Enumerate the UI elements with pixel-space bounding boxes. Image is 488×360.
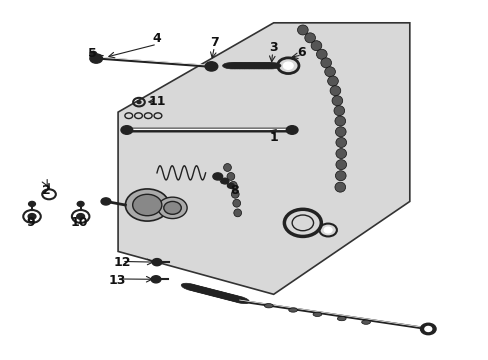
Text: 1: 1 — [269, 131, 278, 144]
Ellipse shape — [233, 209, 241, 217]
Ellipse shape — [223, 163, 231, 171]
Ellipse shape — [192, 286, 211, 294]
Ellipse shape — [186, 285, 206, 292]
Ellipse shape — [224, 294, 244, 302]
Ellipse shape — [231, 190, 239, 198]
Circle shape — [212, 173, 222, 180]
Ellipse shape — [232, 63, 251, 69]
Circle shape — [204, 62, 217, 71]
Circle shape — [420, 323, 435, 335]
Ellipse shape — [219, 293, 238, 301]
Circle shape — [125, 189, 169, 221]
Text: 7: 7 — [209, 36, 218, 49]
Ellipse shape — [232, 199, 240, 207]
Circle shape — [424, 327, 431, 332]
Circle shape — [227, 183, 234, 188]
Text: 10: 10 — [70, 216, 88, 229]
Circle shape — [90, 54, 102, 63]
Circle shape — [283, 62, 292, 69]
Circle shape — [152, 258, 162, 266]
Ellipse shape — [312, 312, 321, 316]
Ellipse shape — [335, 149, 346, 158]
Ellipse shape — [335, 127, 346, 137]
Ellipse shape — [310, 41, 321, 51]
Ellipse shape — [329, 86, 340, 96]
Ellipse shape — [327, 76, 338, 86]
Text: 11: 11 — [148, 95, 165, 108]
Ellipse shape — [331, 96, 342, 106]
Circle shape — [163, 202, 181, 214]
Polygon shape — [118, 23, 409, 294]
Text: 5: 5 — [88, 47, 97, 60]
Circle shape — [151, 276, 161, 283]
Circle shape — [77, 202, 84, 206]
Ellipse shape — [261, 63, 281, 69]
Ellipse shape — [335, 138, 346, 148]
Ellipse shape — [334, 182, 345, 192]
Circle shape — [77, 213, 84, 219]
Ellipse shape — [297, 25, 307, 35]
Ellipse shape — [227, 63, 246, 69]
Circle shape — [101, 198, 111, 205]
Circle shape — [132, 194, 162, 216]
Ellipse shape — [213, 292, 233, 300]
Ellipse shape — [203, 289, 222, 297]
Text: 6: 6 — [297, 46, 305, 59]
Text: 2: 2 — [41, 184, 50, 197]
Ellipse shape — [197, 287, 217, 295]
Ellipse shape — [320, 58, 331, 68]
Ellipse shape — [251, 63, 271, 69]
Ellipse shape — [337, 316, 346, 321]
Text: 8: 8 — [230, 184, 239, 197]
Ellipse shape — [335, 159, 346, 170]
Ellipse shape — [304, 33, 315, 43]
Ellipse shape — [264, 303, 273, 308]
Ellipse shape — [316, 49, 326, 59]
Circle shape — [28, 213, 36, 219]
Circle shape — [29, 202, 35, 206]
Ellipse shape — [288, 308, 297, 312]
Circle shape — [158, 197, 187, 219]
Ellipse shape — [335, 171, 346, 181]
Circle shape — [121, 126, 132, 134]
Circle shape — [324, 227, 331, 233]
Text: 13: 13 — [108, 274, 125, 287]
Ellipse shape — [229, 181, 237, 189]
Circle shape — [221, 178, 228, 184]
Ellipse shape — [256, 63, 276, 69]
Ellipse shape — [226, 172, 234, 180]
Ellipse shape — [208, 290, 227, 298]
Circle shape — [137, 101, 141, 104]
Circle shape — [46, 192, 52, 197]
Ellipse shape — [246, 63, 266, 69]
Text: 9: 9 — [26, 216, 35, 229]
Ellipse shape — [222, 63, 242, 69]
Ellipse shape — [361, 320, 370, 324]
Circle shape — [286, 126, 297, 134]
Ellipse shape — [181, 283, 201, 291]
Ellipse shape — [334, 116, 345, 126]
Ellipse shape — [229, 296, 249, 303]
Ellipse shape — [237, 63, 256, 69]
Ellipse shape — [324, 67, 335, 77]
Ellipse shape — [333, 106, 344, 116]
Text: 4: 4 — [152, 32, 161, 45]
Ellipse shape — [242, 63, 261, 69]
Text: 3: 3 — [269, 41, 277, 54]
Circle shape — [90, 51, 97, 57]
Text: 12: 12 — [113, 256, 130, 269]
